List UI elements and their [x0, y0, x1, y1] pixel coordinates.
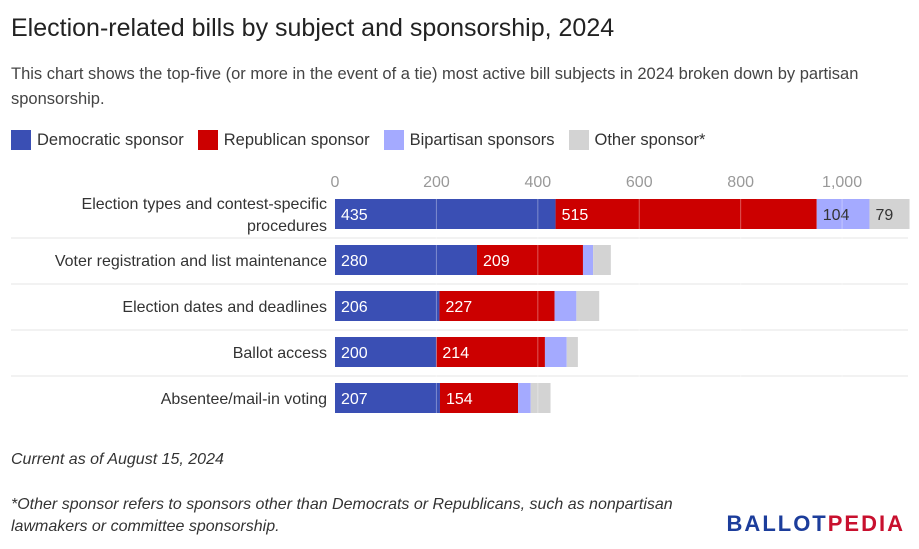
- category-label: Absentee/mail-in voting: [161, 391, 327, 408]
- bar-segment-democratic-sponsor: [335, 291, 440, 321]
- bar-segment-bipartisan-sponsors: [554, 291, 577, 321]
- legend: Democratic sponsor Republican sponsor Bi…: [11, 129, 719, 151]
- bar-segment-other-sponsor: [576, 291, 600, 321]
- bar-segment-other-sponsor: [530, 383, 551, 413]
- bar-value-label: 227: [445, 299, 472, 316]
- bar-value-label: 515: [562, 207, 589, 224]
- bar-value-label: 200: [341, 345, 368, 362]
- bar-segment-republican-sponsor: [436, 337, 545, 367]
- bar-value-label: 207: [341, 391, 368, 408]
- x-tick-label: 400: [524, 174, 551, 191]
- bar-segment-other-sponsor: [869, 199, 910, 229]
- legend-label-republican: Republican sponsor: [223, 130, 370, 149]
- legend-label-bipartisan: Bipartisan sponsors: [409, 130, 555, 149]
- category-label-line: procedures: [247, 218, 327, 235]
- category-label-line: Absentee/mail-in voting: [161, 391, 327, 408]
- bar-segment-democratic-sponsor: [335, 245, 477, 275]
- bar-value-label: 209: [483, 253, 510, 270]
- bar-segment-bipartisan-sponsors: [518, 383, 531, 413]
- ballotpedia-logo: BALLOTPEDIA: [727, 511, 905, 537]
- legend-swatch-bipartisan: [383, 130, 404, 150]
- chart-title: Election-related bills by subject and sp…: [11, 14, 615, 42]
- x-tick-label: 0: [331, 174, 340, 191]
- bar-segment-republican-sponsor: [439, 291, 555, 321]
- chart-subtitle: This chart shows the top-five (or more i…: [11, 65, 859, 108]
- bar-segment-democratic-sponsor: [335, 337, 437, 367]
- category-label: Ballot access: [233, 345, 327, 362]
- bar-value-label: 154: [446, 391, 473, 408]
- legend-item-democratic: Democratic sponsor: [11, 130, 184, 150]
- legend-label-other: Other sponsor*: [594, 130, 706, 149]
- bar-segment-republican-sponsor: [476, 245, 583, 275]
- legend-item-republican: Republican sponsor: [197, 130, 370, 150]
- x-tick-label: 200: [423, 174, 450, 191]
- bar-segment-democratic-sponsor: [335, 199, 556, 229]
- category-label-line: Voter registration and list maintenance: [55, 253, 327, 270]
- bar-segment-other-sponsor: [566, 337, 578, 367]
- bar-value-label: 214: [442, 345, 469, 362]
- x-tick-label: 1,000: [822, 174, 862, 191]
- bar-segment-bipartisan-sponsors: [816, 199, 870, 229]
- stacked-bar-chart: 0 200 400 600 800 1,000 435 515 104 79 Election ty…: [11, 174, 910, 422]
- logo-part-ballot: BALLOT: [726, 511, 828, 536]
- bar-segment-republican-sponsor: [555, 199, 817, 229]
- category-label-line: Ballot access: [233, 345, 327, 362]
- bar-segment-democratic-sponsor: [335, 383, 440, 413]
- bar-segment-other-sponsor: [593, 245, 611, 275]
- category-label-line: Election types and contest-specific: [82, 196, 327, 213]
- bar-value-label: 206: [341, 299, 368, 316]
- bar-value-label: 435: [341, 207, 368, 224]
- category-label: Election dates and deadlines: [122, 299, 327, 316]
- bar-segment-republican-sponsor: [439, 383, 519, 413]
- bar-value-label: 280: [341, 253, 368, 270]
- category-label: Voter registration and list maintenance: [55, 253, 327, 270]
- legend-label-democratic: Democratic sponsor: [37, 130, 184, 149]
- x-tick-label: 600: [626, 174, 653, 191]
- category-label-line: Election dates and deadlines: [122, 299, 327, 316]
- legend-item-other: Other sponsor*: [568, 130, 706, 150]
- legend-item-bipartisan: Bipartisan sponsors: [383, 130, 555, 150]
- bar-value-label: 104: [823, 207, 850, 224]
- bar-segment-bipartisan-sponsors: [582, 245, 594, 275]
- legend-swatch-republican: [197, 130, 218, 150]
- bar-segment-bipartisan-sponsors: [544, 337, 567, 367]
- logo-part-pedia: PEDIA: [827, 511, 905, 536]
- bar-value-label: 79: [875, 207, 893, 224]
- legend-swatch-democratic: [11, 130, 31, 150]
- footnote: *Other sponsor refers to sponsors other …: [11, 496, 673, 535]
- category-label: Election types and contest-specific proce…: [82, 196, 327, 235]
- x-tick-label: 800: [727, 174, 754, 191]
- date-note: Current as of August 15, 2024: [11, 451, 224, 468]
- legend-swatch-other: [568, 130, 589, 150]
